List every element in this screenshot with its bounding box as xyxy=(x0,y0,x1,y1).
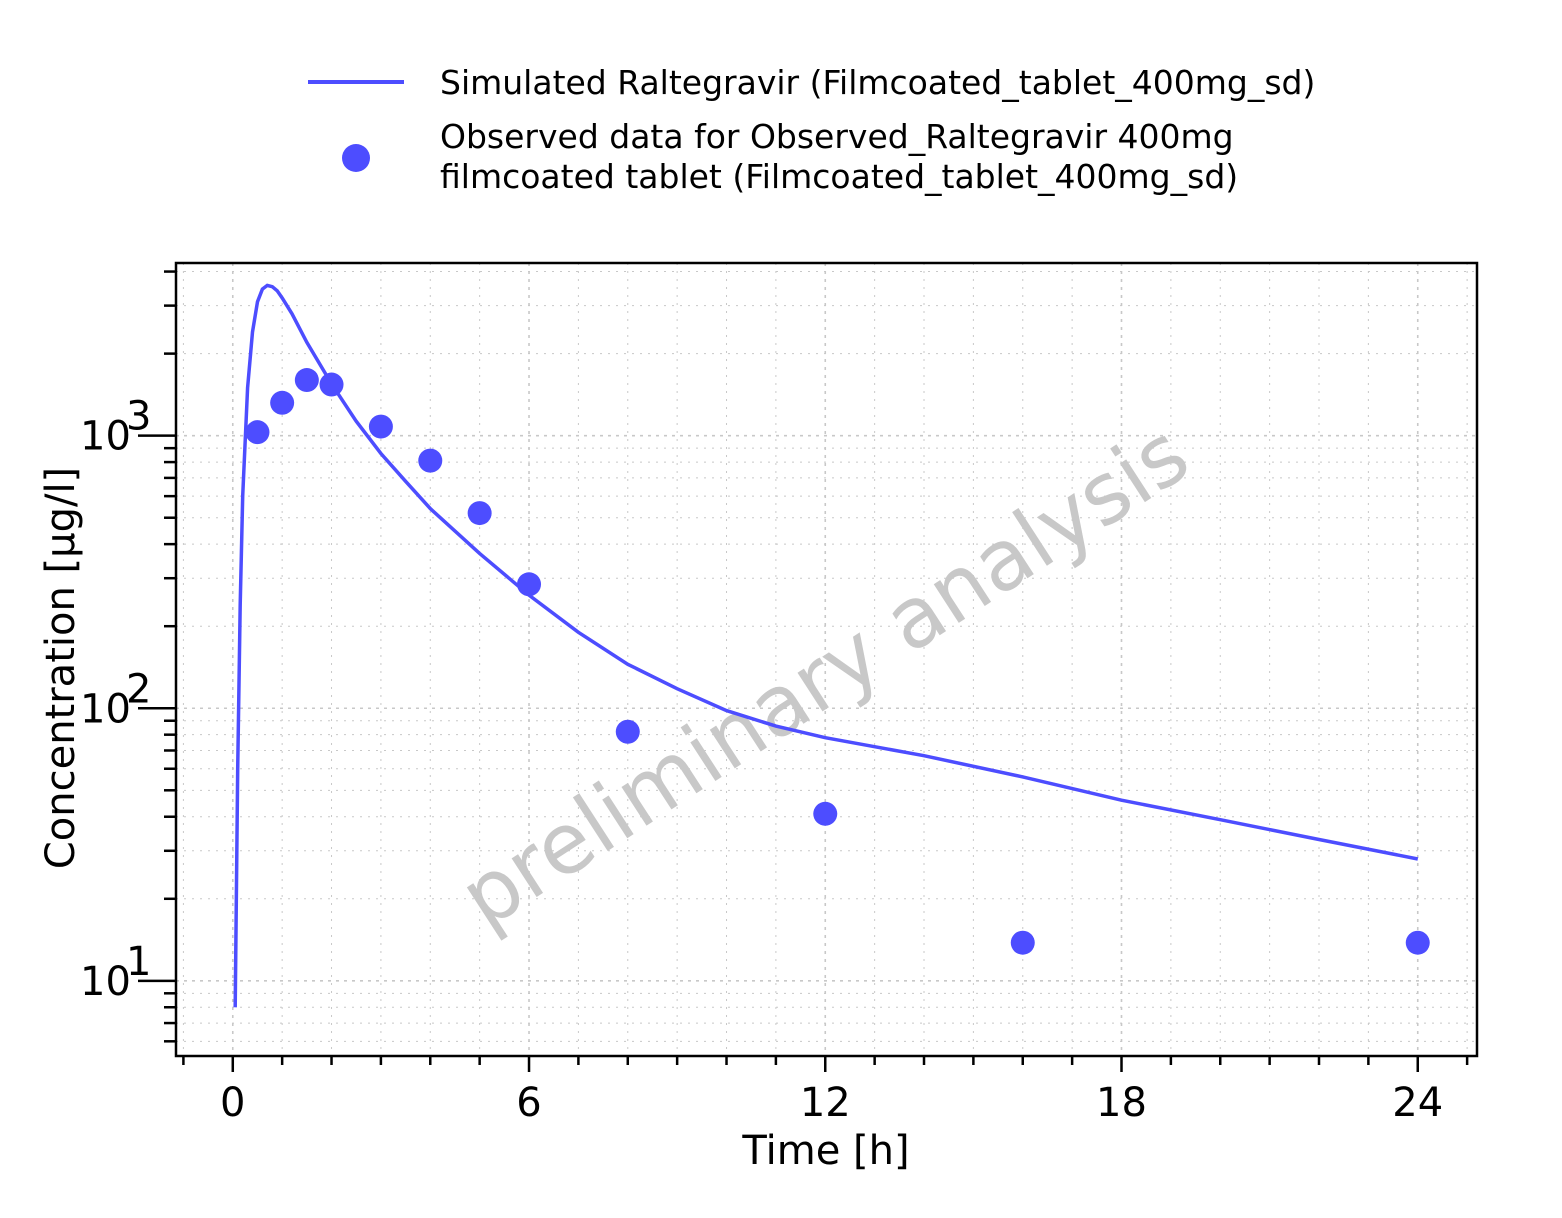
observed-data-point xyxy=(270,390,295,415)
legend: Simulated Raltegravir (Filmcoated_tablet… xyxy=(308,63,1315,196)
observed-data-point xyxy=(615,719,640,744)
observed-data-point xyxy=(1405,930,1430,955)
legend-label-observed-line-2: filmcoated tablet (Filmcoated_tablet_400… xyxy=(440,157,1238,196)
x-tick-label: 0 xyxy=(220,1080,245,1126)
x-tick-label: 18 xyxy=(1096,1080,1147,1126)
y-tick-label: 10 xyxy=(80,686,131,732)
plot-area: preliminary analysis xyxy=(174,261,1479,1058)
x-axis-title: Time [h] xyxy=(741,1128,909,1174)
x-axis: 0 6 12 18 24 xyxy=(182,1056,1469,1126)
observed-data-point xyxy=(467,501,492,526)
observed-data-point xyxy=(813,801,838,826)
x-tick-label: 12 xyxy=(800,1080,851,1126)
observed-series-points xyxy=(245,368,1430,955)
x-tick-label: 24 xyxy=(1392,1080,1443,1126)
observed-data-point xyxy=(294,368,319,393)
plot-background xyxy=(176,263,1477,1056)
observed-data-point xyxy=(245,420,270,445)
y-axis-title: Concentration [µg/l] xyxy=(38,467,84,869)
legend-label-simulated: Simulated Raltegravir (Filmcoated_tablet… xyxy=(440,63,1315,102)
observed-data-point xyxy=(319,372,344,397)
y-tick-label: 10 xyxy=(80,959,131,1005)
grid-minor xyxy=(176,263,1477,1056)
observed-data-point xyxy=(517,572,542,597)
legend-label-observed-line-1: Observed data for Observed_Raltegravir 4… xyxy=(440,117,1234,156)
x-tick-label: 6 xyxy=(516,1080,541,1126)
y-tick-label-exponent: 1 xyxy=(126,939,151,985)
observed-data-point xyxy=(368,414,393,439)
legend-marker-swatch xyxy=(342,144,370,172)
observed-data-point xyxy=(1010,930,1035,955)
y-tick-label-exponent: 3 xyxy=(126,394,151,440)
observed-data-point xyxy=(418,448,443,473)
simulated-series-line xyxy=(233,283,1419,1008)
y-tick-label-exponent: 2 xyxy=(126,666,151,712)
y-tick-label: 10 xyxy=(80,414,131,460)
grid-major xyxy=(176,263,1477,1056)
